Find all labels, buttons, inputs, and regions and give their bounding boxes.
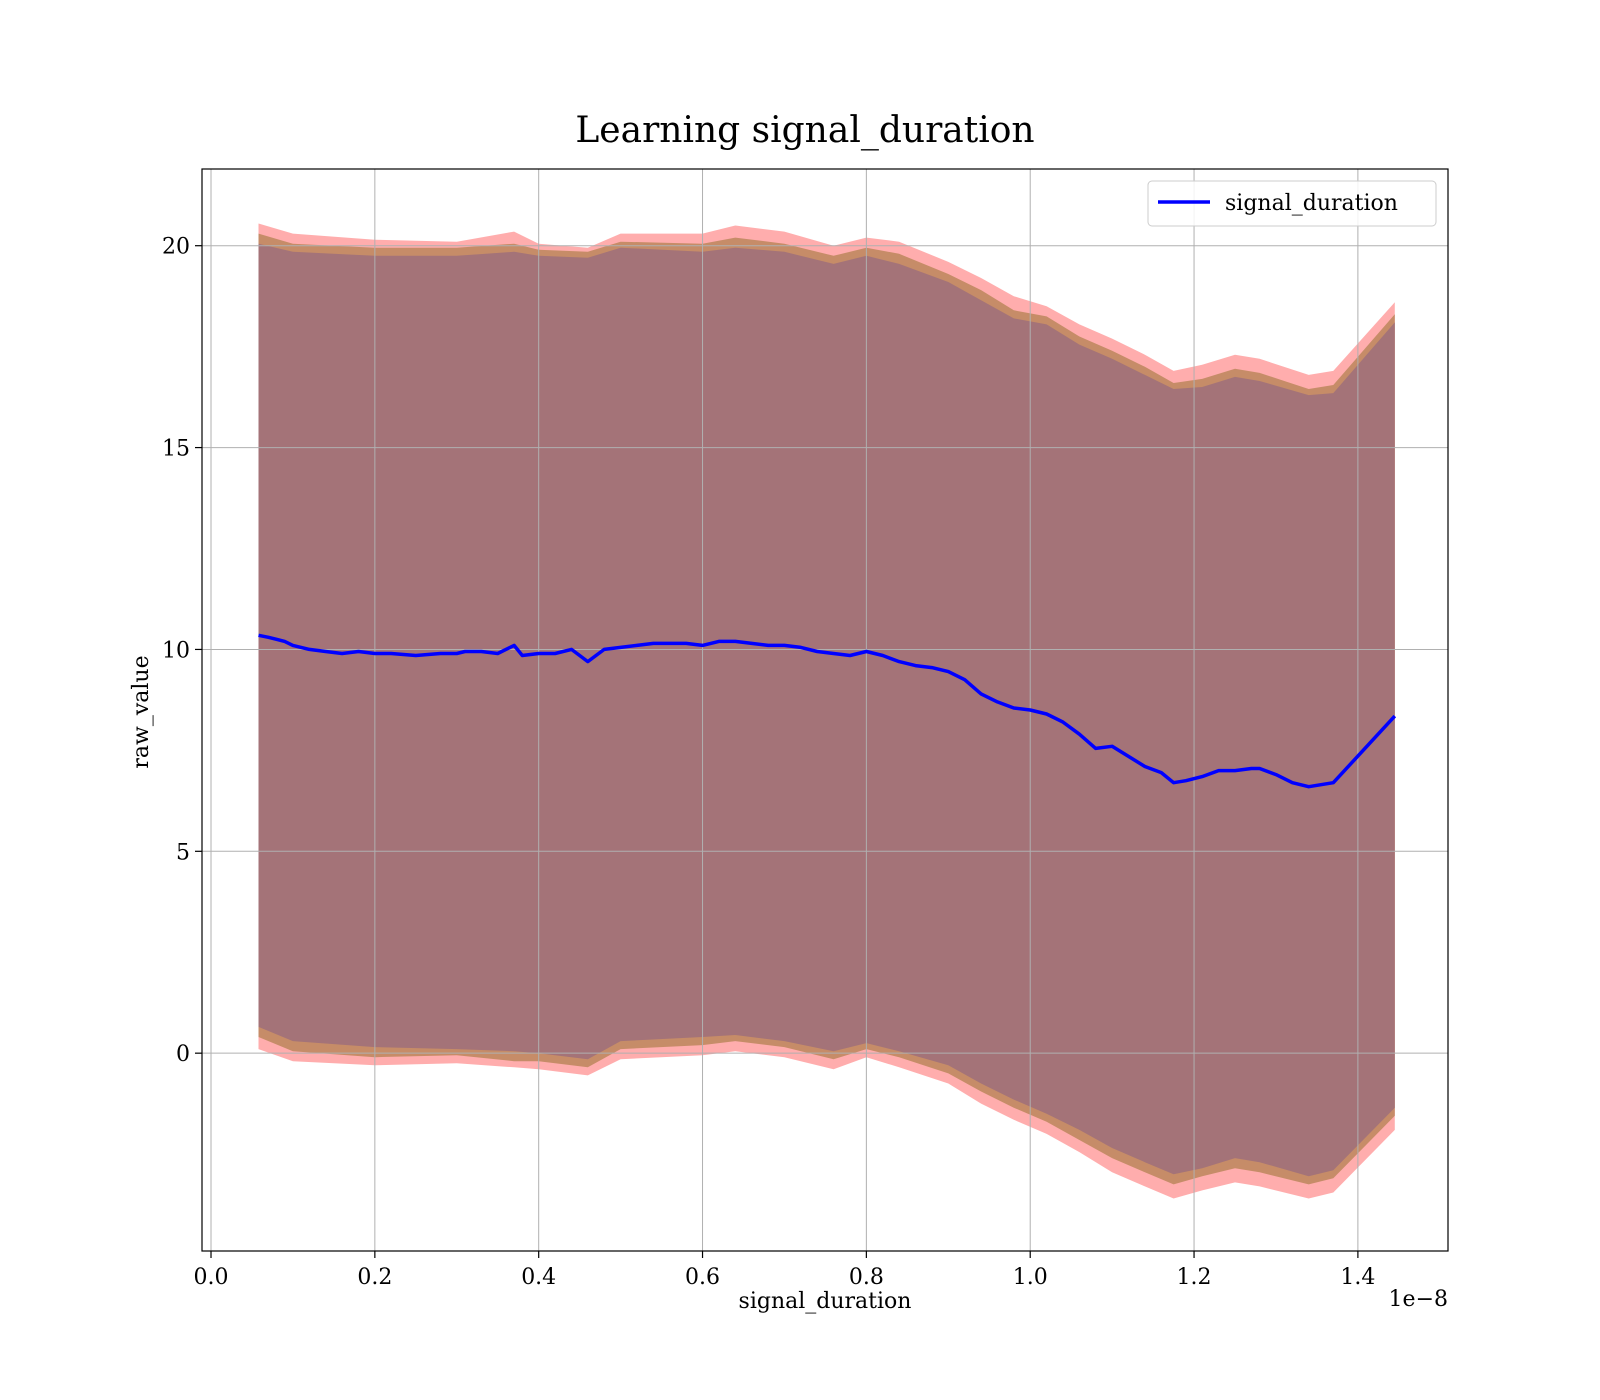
plot-area (201, 168, 1449, 1252)
x-axis-label: signal_duration (739, 1289, 912, 1314)
x-tick-label: 0.6 (685, 1265, 720, 1290)
y-tick-label: 0 (176, 1042, 190, 1067)
band-3 (258, 243, 1395, 1177)
x-tick-label: 0.0 (194, 1265, 229, 1290)
y-tick-label: 10 (162, 638, 190, 663)
grid-lines (202, 169, 1448, 1251)
legend-box (1147, 180, 1437, 227)
x-tick-label: 0.2 (357, 1265, 392, 1290)
y-tick-label: 15 (162, 437, 190, 462)
y-axis-label: raw_value (129, 655, 154, 768)
x-tick-label: 1.2 (1177, 1265, 1212, 1290)
y-axis-ticks: 0 5 10 15 20 (162, 235, 202, 1067)
plot-frame (201, 168, 1449, 1252)
x-axis-ticks: 0.0 0.2 0.4 0.6 0.8 1.0 1.2 1.4 (194, 1251, 1375, 1290)
series-lines (258, 633, 1397, 789)
chart-title: Learning signal_duration (575, 110, 1034, 151)
legend: signal_duration (1147, 180, 1437, 227)
x-tick-label: 1.0 (1013, 1265, 1048, 1290)
x-tick-label: 1.4 (1340, 1265, 1375, 1290)
series-line (258, 633, 1397, 789)
confidence-bands (258, 223, 1395, 1199)
x-axis-offset-label: 1e−8 (1389, 1287, 1448, 1312)
y-tick-label: 5 (176, 840, 190, 865)
legend-label: signal_duration (1225, 191, 1398, 216)
x-tick-label: 0.8 (849, 1265, 884, 1290)
x-tick-label: 0.4 (521, 1265, 556, 1290)
y-tick-label: 20 (162, 235, 190, 260)
